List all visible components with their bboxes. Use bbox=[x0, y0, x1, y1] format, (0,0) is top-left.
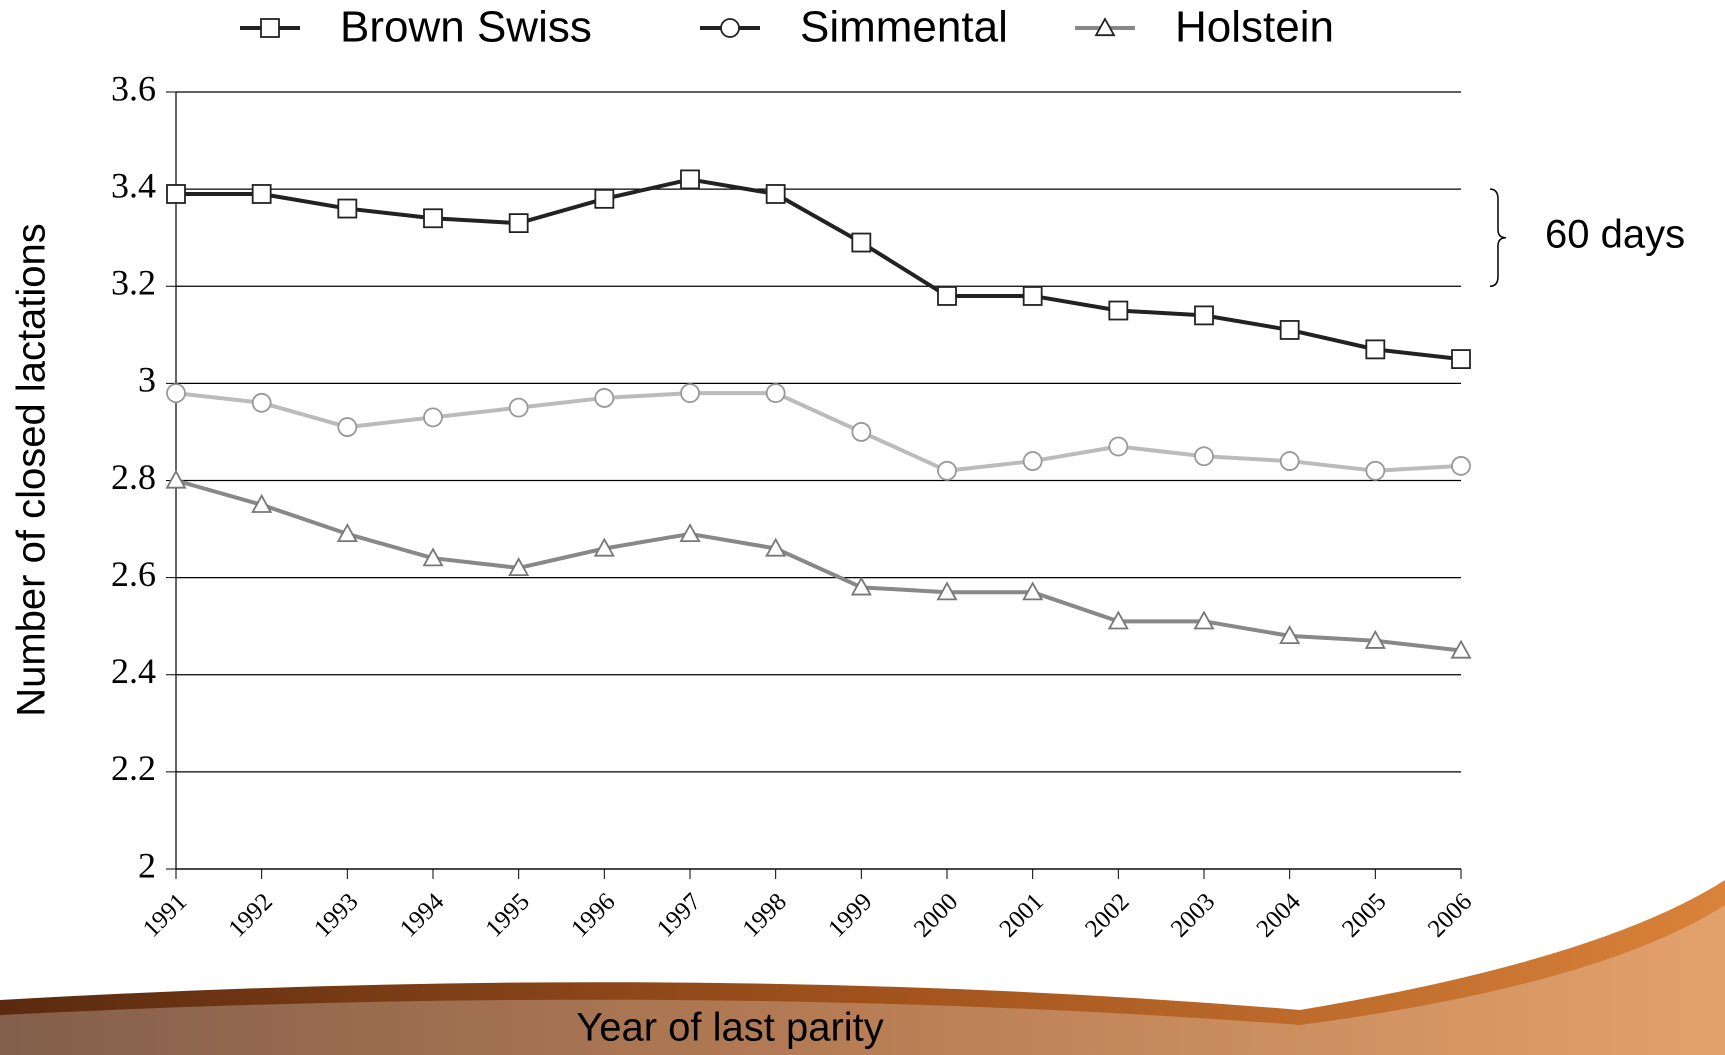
x-tick-label: 2004 bbox=[1252, 888, 1307, 943]
annotation: 60 days bbox=[1545, 213, 1685, 257]
legend-label: Simmental bbox=[800, 3, 1008, 52]
x-tick-label: 2001 bbox=[995, 888, 1049, 942]
x-tick-label: 1999 bbox=[823, 888, 877, 942]
point bbox=[1194, 446, 1214, 467]
point bbox=[937, 460, 957, 481]
point bbox=[1279, 451, 1300, 471]
point bbox=[1107, 610, 1129, 630]
y-tick-label: 3 bbox=[138, 360, 156, 400]
point bbox=[508, 213, 529, 234]
point bbox=[336, 523, 358, 543]
y-tick-label: 2.8 bbox=[111, 457, 156, 497]
x-tick-label: 1997 bbox=[652, 888, 706, 942]
y-tick-label: 3.2 bbox=[111, 263, 156, 303]
point bbox=[937, 286, 957, 306]
point bbox=[1450, 639, 1472, 659]
y-tick-label: 2.2 bbox=[111, 748, 156, 788]
x-axis-title: Year of last parity bbox=[576, 1006, 884, 1050]
point bbox=[720, 18, 740, 38]
point bbox=[337, 198, 358, 219]
x-tick-label: 1991 bbox=[138, 888, 192, 942]
point bbox=[1279, 320, 1300, 340]
point bbox=[851, 422, 872, 442]
y-tick-label: 2.6 bbox=[111, 554, 156, 594]
point bbox=[165, 469, 187, 489]
point bbox=[422, 547, 444, 567]
point bbox=[260, 18, 280, 38]
point bbox=[680, 383, 700, 403]
x-tick-label: 1993 bbox=[309, 888, 363, 942]
point bbox=[851, 232, 872, 253]
point bbox=[680, 169, 700, 190]
point bbox=[1364, 629, 1386, 649]
point bbox=[1279, 625, 1301, 644]
point bbox=[251, 392, 272, 413]
x-tick-label: 1992 bbox=[224, 888, 278, 942]
point bbox=[1451, 349, 1471, 369]
series-line bbox=[175, 391, 1462, 473]
x-tick-label: 2005 bbox=[1337, 888, 1391, 942]
point bbox=[765, 383, 786, 403]
series-line bbox=[175, 478, 1462, 653]
point bbox=[1365, 339, 1386, 360]
annotation-brace bbox=[1489, 188, 1507, 287]
point bbox=[1451, 456, 1471, 476]
point bbox=[1108, 300, 1129, 321]
legend: Brown Swiss Simmental Holstein bbox=[240, 3, 1334, 52]
series-line bbox=[176, 177, 1462, 362]
point bbox=[251, 493, 273, 513]
x-tick-label: 1995 bbox=[481, 888, 535, 942]
point bbox=[166, 184, 186, 204]
point bbox=[936, 581, 958, 601]
point bbox=[765, 184, 786, 204]
x-tick-label: 2002 bbox=[1080, 888, 1134, 942]
point bbox=[423, 407, 443, 428]
background-swoosh bbox=[0, 880, 1725, 1055]
point bbox=[594, 388, 615, 408]
point bbox=[1022, 451, 1043, 471]
y-tick-label: 2 bbox=[138, 845, 156, 885]
point bbox=[423, 208, 443, 229]
x-tick-label: 1996 bbox=[566, 888, 620, 942]
x-tick-label: 2006 bbox=[1423, 888, 1477, 942]
point bbox=[166, 383, 186, 403]
legend-label: Brown Swiss bbox=[340, 3, 592, 52]
point bbox=[765, 537, 787, 557]
y-tick-label: 3.6 bbox=[111, 68, 156, 108]
point bbox=[1094, 17, 1116, 37]
point bbox=[850, 576, 872, 596]
point bbox=[1193, 610, 1215, 630]
x-tick-label: 1998 bbox=[738, 888, 792, 942]
x-tick-label: 2003 bbox=[1166, 888, 1220, 942]
y-axis-title: Number of closed lactations bbox=[10, 223, 54, 717]
x-tick-label: 2000 bbox=[909, 888, 963, 942]
y-tick-label: 3.4 bbox=[111, 165, 156, 205]
point bbox=[1108, 436, 1129, 457]
point bbox=[508, 397, 529, 418]
point bbox=[593, 537, 615, 557]
x-tick-label: 1994 bbox=[395, 888, 450, 943]
point bbox=[251, 184, 272, 204]
point bbox=[337, 417, 358, 437]
point bbox=[1022, 286, 1043, 306]
point bbox=[679, 523, 701, 543]
point bbox=[594, 188, 615, 209]
background-swoosh-highlight bbox=[0, 905, 1725, 1055]
point bbox=[1365, 460, 1386, 481]
point bbox=[508, 557, 530, 577]
point bbox=[1022, 581, 1044, 601]
legend-label: Holstein bbox=[1175, 3, 1334, 52]
point bbox=[1194, 305, 1214, 326]
y-tick-label: 2.4 bbox=[111, 651, 156, 691]
